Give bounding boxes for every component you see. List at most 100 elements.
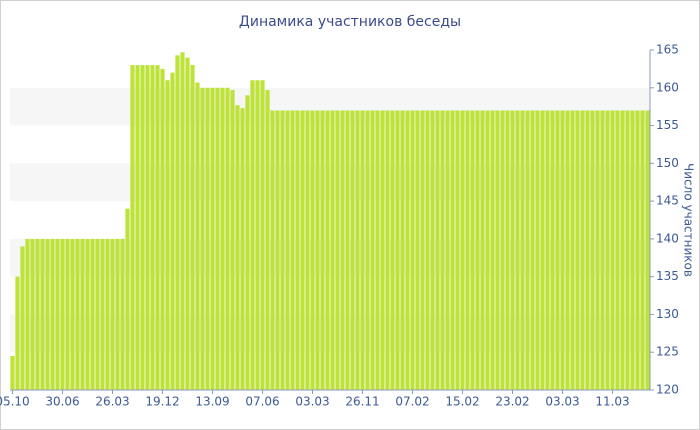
bar (200, 87, 205, 391)
x-tick-label: 11.03 (595, 395, 629, 409)
y-tick-label: 125 (656, 345, 679, 359)
bar (60, 238, 65, 390)
y-tick-label: 155 (656, 118, 679, 132)
bar (20, 246, 25, 390)
bar (435, 110, 440, 390)
bar (500, 110, 505, 390)
bar (220, 87, 225, 391)
bar (605, 110, 610, 390)
y-tick-label: 165 (656, 43, 679, 57)
bar (335, 110, 340, 390)
bar (180, 52, 185, 391)
bar (600, 110, 605, 390)
bar (115, 238, 120, 390)
bar (620, 110, 625, 390)
bar (10, 356, 15, 390)
x-tick-label: 13.09 (195, 395, 229, 409)
bar (150, 65, 155, 390)
bar (585, 110, 590, 390)
bar (25, 238, 30, 390)
y-tick-label: 120 (656, 383, 679, 397)
bar (55, 238, 60, 390)
x-tick-label: 03.03 (295, 395, 329, 409)
bar (580, 110, 585, 390)
bar (80, 238, 85, 390)
bar (560, 110, 565, 390)
y-tick-label: 130 (656, 307, 679, 321)
x-tick-label: 05.10 (0, 395, 30, 409)
bar (255, 80, 260, 390)
bar (155, 65, 160, 390)
bar (40, 238, 45, 390)
bar (425, 110, 430, 390)
bar (400, 110, 405, 390)
x-tick-label: 03.03 (545, 395, 579, 409)
bar (175, 55, 180, 391)
bar (505, 110, 510, 390)
bar (185, 57, 190, 391)
bar (380, 110, 385, 390)
bar (550, 110, 555, 390)
bar (370, 110, 375, 390)
bar (230, 90, 235, 391)
bar (15, 276, 20, 390)
bar (590, 110, 595, 390)
bar (535, 110, 540, 390)
bar (250, 80, 255, 390)
bar (215, 87, 220, 391)
bar (445, 110, 450, 390)
bar (420, 110, 425, 390)
bar (130, 65, 135, 390)
bar (555, 110, 560, 390)
bar (125, 208, 130, 390)
x-tick-label: 26.11 (345, 395, 379, 409)
y-tick-label: 150 (656, 156, 679, 170)
bar (315, 110, 320, 390)
bar (465, 110, 470, 390)
x-tick-label: 19.12 (145, 395, 179, 409)
bar (310, 110, 315, 390)
x-tick-label: 26.03 (95, 395, 129, 409)
bar (100, 238, 105, 390)
bar (160, 68, 165, 390)
y-tick-label: 135 (656, 269, 679, 283)
bar (110, 238, 115, 390)
bar (275, 110, 280, 390)
bar (165, 80, 170, 390)
bar (520, 110, 525, 390)
bar (245, 95, 250, 390)
bar (375, 110, 380, 390)
bar (190, 65, 195, 390)
bar (140, 65, 145, 390)
bar (285, 110, 290, 390)
bar (615, 110, 620, 390)
bar (645, 110, 650, 390)
bar (480, 110, 485, 390)
bar (595, 110, 600, 390)
bar (570, 110, 575, 390)
bar (30, 238, 35, 390)
x-tick-label: 23.02 (495, 395, 529, 409)
bar (95, 238, 100, 390)
bar (340, 110, 345, 390)
bar (450, 110, 455, 390)
bar (35, 238, 40, 390)
bar (265, 90, 270, 391)
bar (610, 110, 615, 390)
bar (50, 238, 55, 390)
x-tick-label: 30.06 (45, 395, 79, 409)
bar (365, 110, 370, 390)
bar (225, 87, 230, 391)
bar (135, 65, 140, 390)
bar (475, 110, 480, 390)
bar (300, 110, 305, 390)
bar (120, 238, 125, 390)
bar (440, 110, 445, 390)
bar (75, 238, 80, 390)
bar (330, 110, 335, 390)
bar (320, 110, 325, 390)
bar (305, 110, 310, 390)
bar (635, 110, 640, 390)
